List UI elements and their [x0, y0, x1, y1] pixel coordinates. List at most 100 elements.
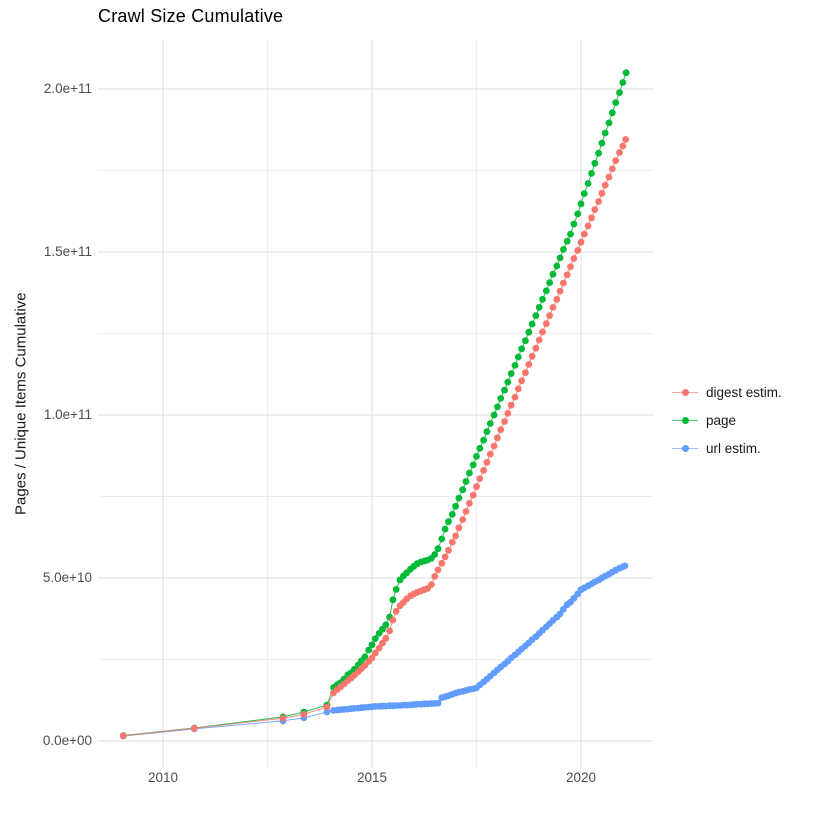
series-point [445, 518, 452, 525]
series-point [428, 581, 435, 588]
series-point [549, 270, 557, 278]
y-tick-label: 1.5e+11 [43, 244, 92, 259]
series-point [375, 644, 383, 652]
series-point [556, 287, 564, 295]
series-point [539, 295, 546, 303]
series-point [591, 159, 599, 167]
series-point [549, 304, 557, 311]
series-point [300, 710, 308, 718]
series-point [389, 596, 397, 604]
series-point [605, 173, 613, 181]
series-point [522, 337, 529, 345]
series-point [504, 410, 512, 417]
series-point [622, 136, 630, 143]
series-point [486, 450, 494, 458]
series-point [588, 214, 595, 222]
series-point [598, 189, 606, 197]
series-point [392, 586, 400, 593]
legend-key-url-icon [672, 440, 698, 456]
series-point [368, 654, 376, 662]
series-point [518, 377, 525, 385]
series-point [605, 119, 613, 127]
series-point [574, 210, 582, 218]
series-point [535, 336, 543, 344]
series-point [608, 109, 616, 117]
series-point [570, 255, 578, 262]
series-point [119, 732, 127, 740]
series-point [612, 99, 620, 107]
series-point [455, 494, 463, 502]
series-point [483, 428, 491, 435]
series-point [480, 467, 487, 474]
series-point [466, 469, 473, 477]
y-tick-label: 5.0e+10 [42, 570, 92, 585]
series-point [501, 418, 508, 425]
series-point [546, 279, 553, 286]
series-point [382, 621, 390, 629]
series-point [494, 403, 501, 411]
legend: digest estim. page url estim. [672, 378, 782, 462]
series-point [438, 559, 446, 567]
series-point [441, 553, 449, 561]
series-point [539, 328, 546, 336]
series-point [563, 237, 571, 245]
series-point [622, 69, 630, 77]
series-point [574, 247, 582, 254]
series-point [553, 262, 561, 270]
series-point [448, 538, 456, 546]
chart-title: Crawl Size Cumulative [98, 6, 284, 26]
series-point [190, 724, 198, 732]
series-point [455, 524, 463, 532]
legend-item-page: page [672, 406, 782, 434]
series-point [448, 511, 456, 518]
series-point [567, 263, 574, 271]
series-point [323, 708, 331, 716]
series-point [279, 714, 287, 722]
series-point [588, 170, 595, 177]
series-point [389, 616, 397, 624]
series-point [532, 312, 540, 319]
series-point [368, 641, 376, 649]
series-point [490, 442, 498, 450]
series-point [525, 361, 533, 368]
series-point [580, 230, 588, 238]
x-tick-label: 2020 [565, 770, 597, 785]
series-point [542, 287, 550, 295]
series-point [584, 180, 592, 187]
series-point [556, 254, 564, 262]
series-point [473, 453, 480, 460]
series-point [473, 483, 480, 491]
series-point [371, 635, 379, 642]
series-point [476, 444, 484, 452]
series-point [511, 362, 519, 369]
series-point [612, 157, 620, 165]
series-point [438, 535, 446, 543]
series-point [371, 649, 379, 657]
series-point [441, 525, 449, 533]
series-point [483, 458, 491, 466]
series-point [497, 395, 505, 402]
series-point [532, 344, 540, 352]
legend-key-digest-icon [672, 384, 698, 400]
series-point [431, 551, 439, 558]
series-point [595, 198, 602, 205]
series-point [560, 246, 567, 253]
series-point [528, 352, 536, 360]
series-point [466, 499, 473, 507]
series-point [601, 181, 609, 189]
legend-label: digest estim. [706, 384, 782, 400]
series-point [580, 190, 588, 198]
series-point [598, 139, 606, 147]
series-point [486, 420, 494, 427]
series-point [476, 475, 484, 482]
series-point [601, 129, 609, 137]
x-tick-label: 2015 [356, 770, 388, 785]
series-point [507, 370, 515, 377]
series-point [535, 304, 543, 311]
series-point [392, 607, 400, 615]
series-point [445, 546, 452, 554]
series-point [323, 703, 331, 711]
series-point [511, 393, 519, 401]
series-point [514, 353, 522, 361]
